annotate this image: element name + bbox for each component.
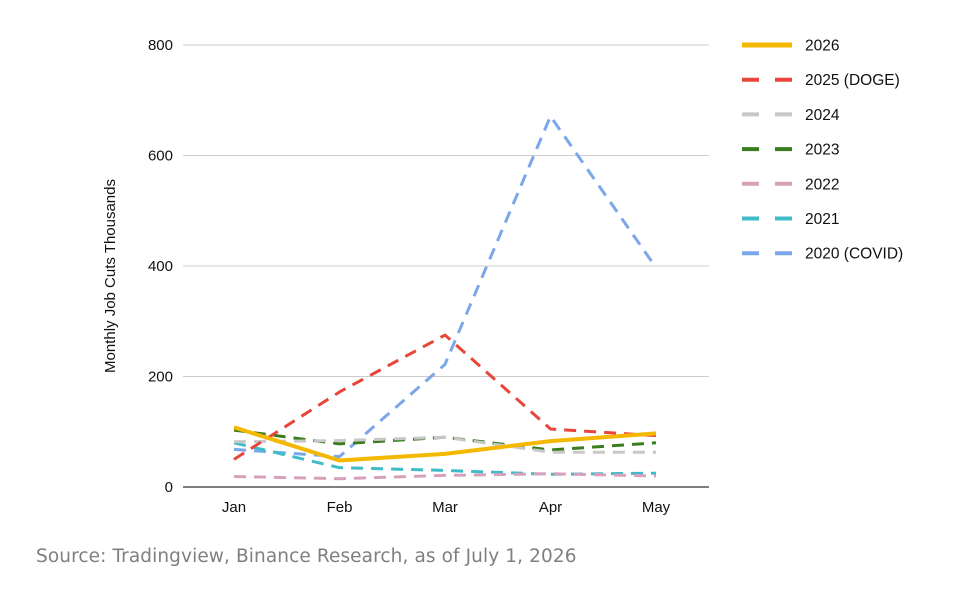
y-tick-label: 800 <box>148 37 173 54</box>
x-tick-label: May <box>642 499 671 516</box>
x-axis-ticks: Jan Feb Mar Apr May <box>222 499 671 516</box>
legend-label: 2020 (COVID) <box>805 246 903 263</box>
source-note: Source: Tradingview, Binance Research, a… <box>36 546 577 567</box>
legend-label: 2025 (DOGE) <box>805 72 900 89</box>
y-tick-label: 0 <box>165 479 173 496</box>
legend-label: 2024 <box>805 107 840 124</box>
gridlines <box>183 44 709 488</box>
series-line-2024 <box>233 435 656 454</box>
y-axis-title: Monthly Job Cuts Thousands <box>102 179 119 373</box>
legend-label: 2026 <box>805 38 839 55</box>
y-tick-label: 400 <box>148 258 173 275</box>
x-tick-label: Jan <box>222 499 246 516</box>
series-line-2022 <box>233 472 657 481</box>
legend: 2026 2025 (DOGE) 2024 2023 2022 2021 2020 (COV… <box>742 38 903 263</box>
legend-label: 2021 <box>805 211 839 228</box>
series-line-2026 <box>233 425 657 463</box>
legend-label: 2023 <box>805 142 839 159</box>
y-axis-ticks: 0 200 400 600 800 <box>148 37 173 496</box>
line-chart: 0 200 400 600 800 Jan Feb Mar Apr May Monthly Jo… <box>102 37 903 516</box>
x-tick-label: Feb <box>327 499 353 516</box>
x-tick-label: Mar <box>432 499 458 516</box>
series-line-2020-covid <box>233 114 658 459</box>
y-tick-label: 600 <box>148 148 173 165</box>
y-tick-label: 200 <box>148 369 173 386</box>
x-tick-label: Apr <box>539 499 562 516</box>
series-line-2025-doge <box>233 333 657 461</box>
series-lines <box>233 114 658 481</box>
legend-label: 2022 <box>805 176 839 193</box>
series-line-2023 <box>233 428 657 452</box>
